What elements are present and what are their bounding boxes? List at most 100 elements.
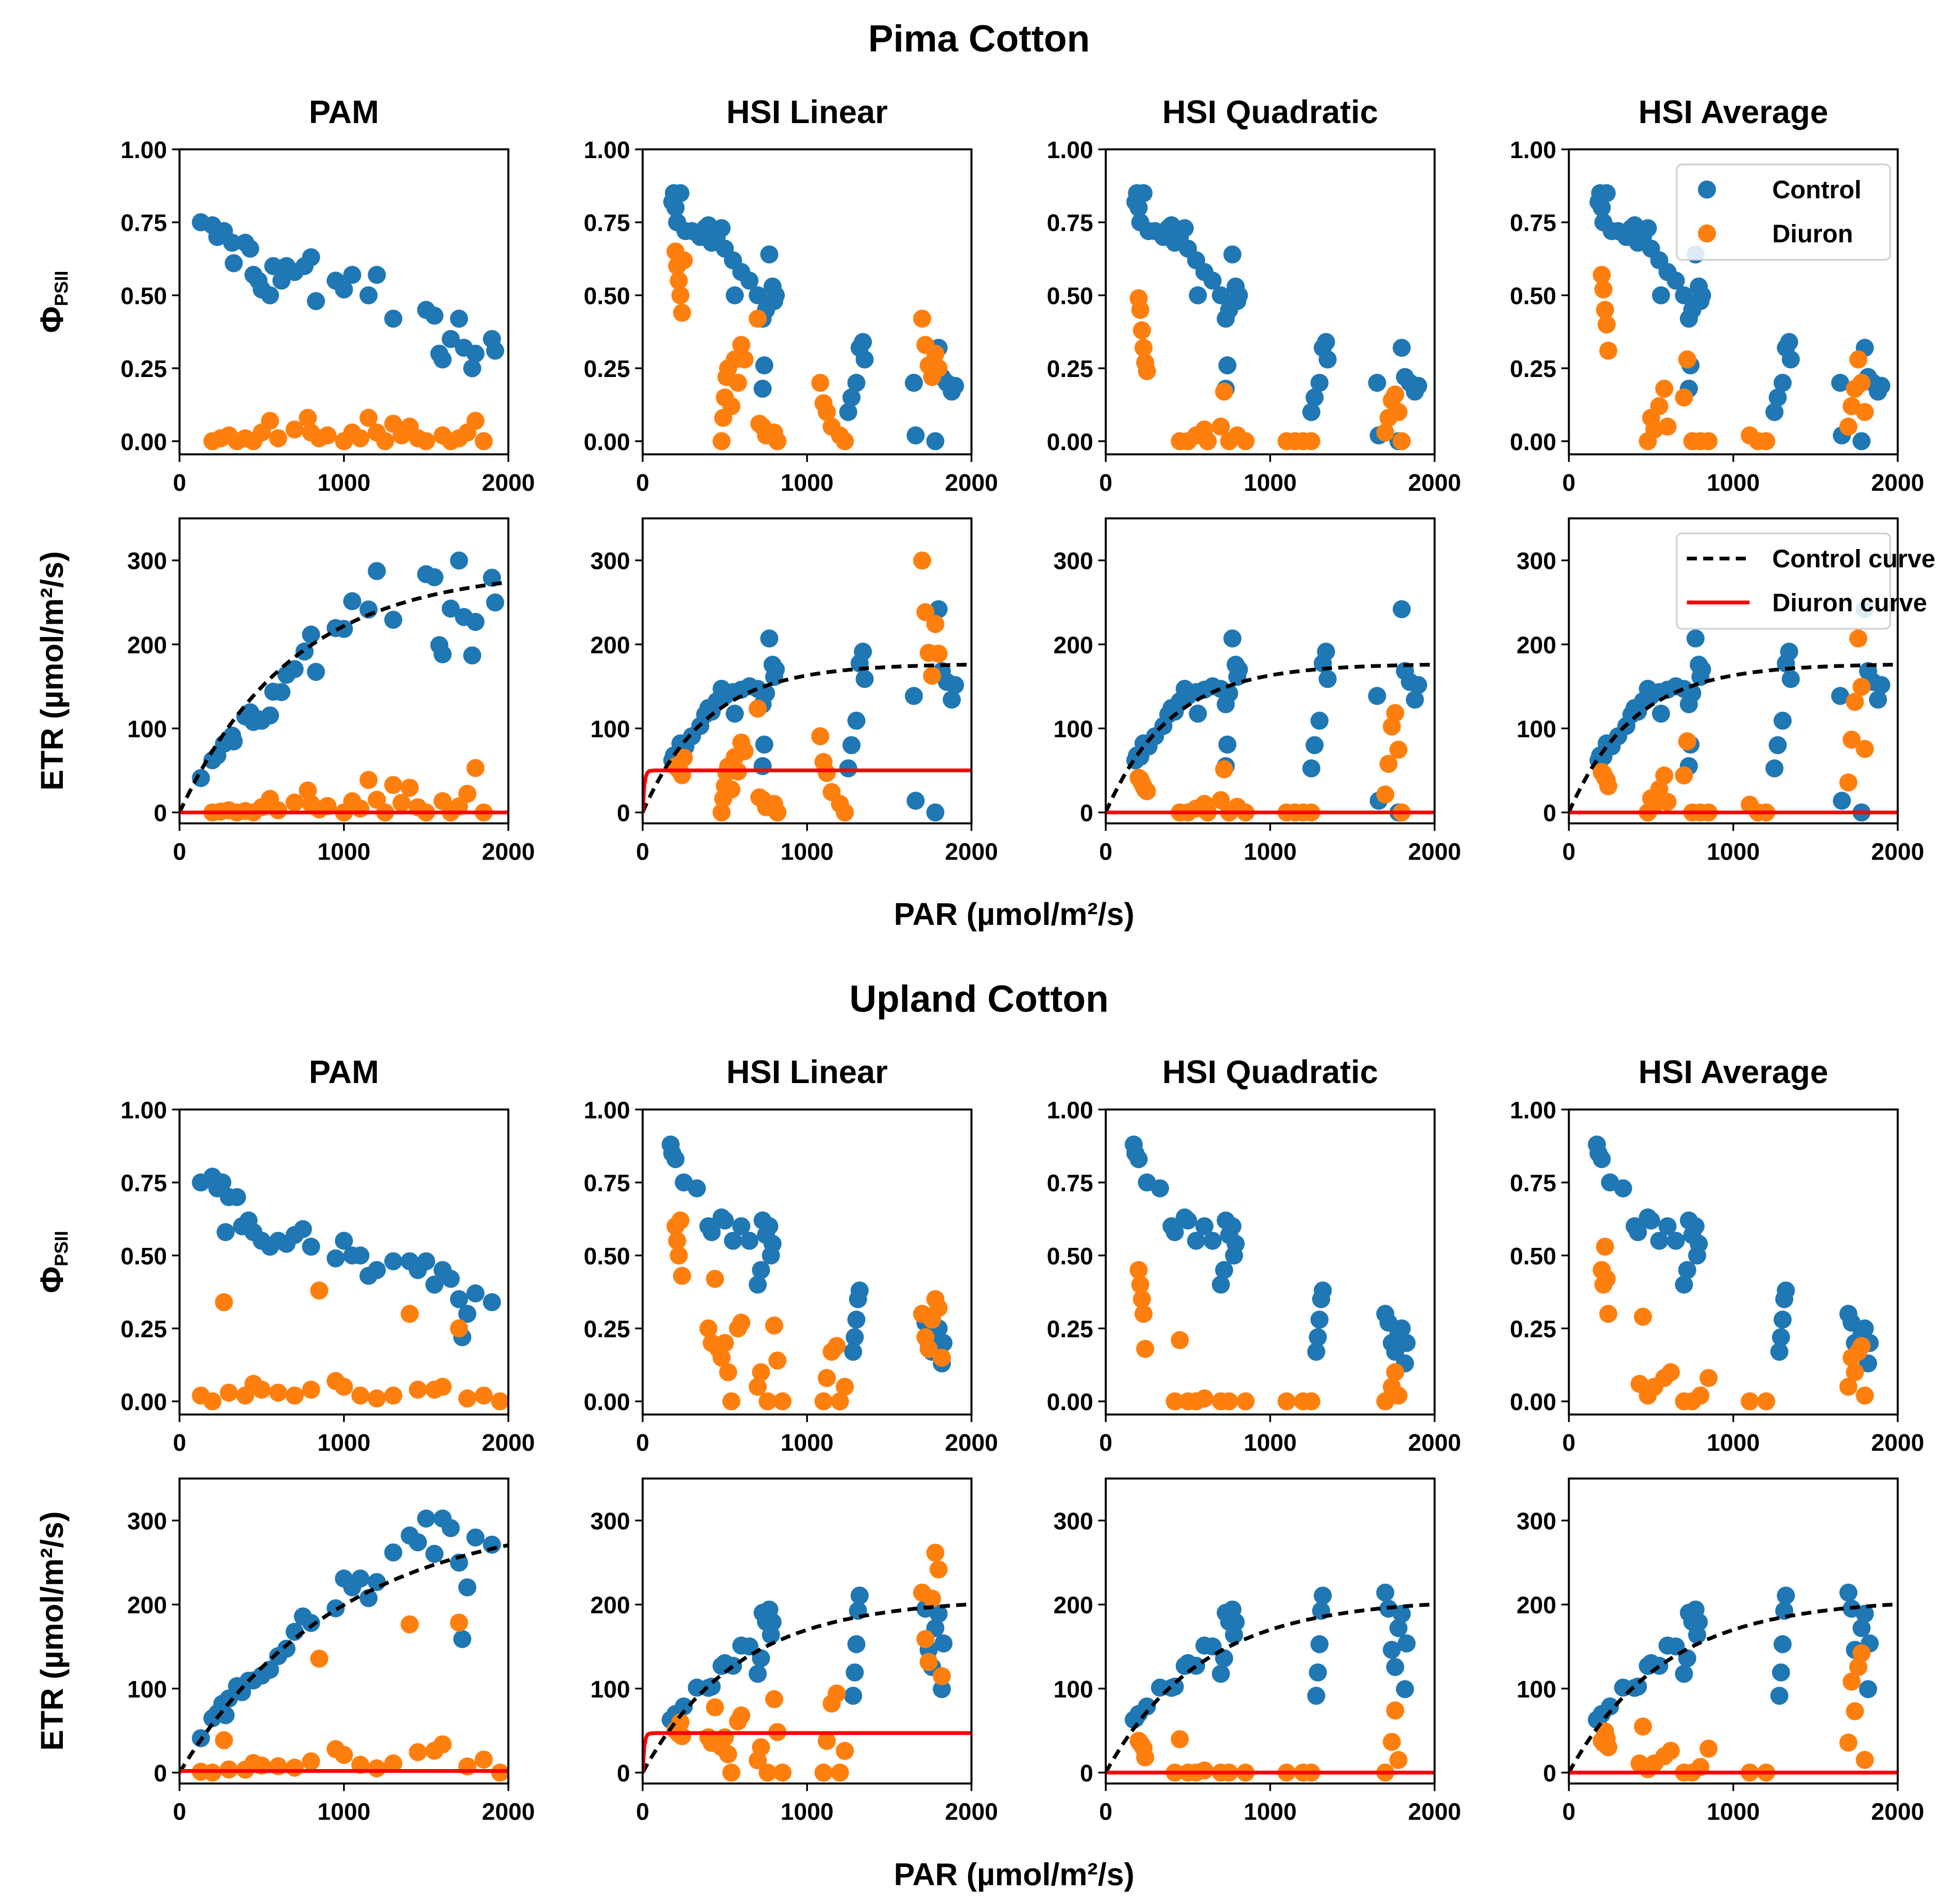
x-tick-label: 1000: [1707, 1798, 1760, 1825]
diuron-point: [831, 1392, 849, 1411]
x-tick-label: 2000: [482, 1798, 535, 1825]
diuron-point: [1236, 1392, 1255, 1411]
diuron-point: [715, 1334, 734, 1352]
x-tick-label: 1000: [1707, 469, 1760, 496]
y-tick-label: 300: [590, 547, 630, 574]
control-point: [1189, 286, 1207, 304]
y-tick-label: 1.00: [1047, 136, 1093, 163]
diuron-point: [1389, 741, 1408, 759]
legend-marker-control: [1697, 180, 1716, 199]
control-point: [1212, 1275, 1230, 1294]
control-point: [740, 271, 759, 290]
diuron-point: [1215, 760, 1233, 779]
control-point: [1690, 1613, 1708, 1632]
legend-label: Diuron: [1772, 220, 1853, 248]
diuron-point: [817, 1731, 836, 1750]
y-tick-label: 1.00: [1047, 1096, 1093, 1123]
y-tick-label: 0.00: [1510, 428, 1556, 455]
control-point: [946, 676, 964, 694]
diuron-point: [1661, 1363, 1680, 1381]
control-point: [441, 330, 460, 348]
diuron-point: [1856, 740, 1874, 758]
control-point: [929, 1605, 948, 1623]
control-point: [225, 254, 243, 272]
diuron-point: [835, 1378, 854, 1396]
diuron-point: [1132, 1290, 1151, 1309]
diuron-point: [929, 1299, 948, 1317]
diuron-point: [1675, 766, 1693, 785]
control-point: [272, 683, 291, 701]
y-axis-label-sub: PSII: [51, 271, 72, 306]
diuron-point: [933, 1348, 951, 1367]
control-point: [1683, 684, 1702, 702]
section-title: Pima Cotton: [868, 18, 1090, 60]
diuron-point: [1852, 678, 1871, 696]
diuron-point: [215, 1731, 233, 1749]
control-point: [1765, 759, 1784, 778]
diuron-point: [401, 778, 419, 797]
control-point: [1781, 670, 1800, 688]
control-point: [1772, 1328, 1790, 1346]
control-point: [1650, 1231, 1669, 1250]
control-point: [1393, 1605, 1411, 1623]
control-point: [1777, 1281, 1795, 1300]
diuron-point: [719, 1745, 737, 1763]
y-tick-label: 100: [127, 1676, 167, 1703]
diuron-point: [1661, 1741, 1680, 1760]
control-point: [1773, 711, 1792, 730]
y-tick-label: 300: [127, 547, 167, 574]
control-point: [1306, 388, 1324, 407]
control-point: [483, 1293, 501, 1311]
control-point: [1409, 376, 1428, 395]
control-point: [1393, 600, 1411, 619]
diuron-point: [1658, 793, 1677, 811]
control-point: [1678, 1649, 1696, 1668]
control-point: [441, 599, 460, 618]
control-point: [241, 239, 260, 258]
control-point: [752, 1649, 770, 1668]
diuron-point: [1386, 704, 1404, 723]
control-point: [1397, 1634, 1416, 1653]
diuron-point: [1215, 382, 1233, 401]
y-tick-label: 0.50: [121, 282, 167, 309]
diuron-point: [1129, 1261, 1148, 1279]
control-point: [1307, 1687, 1326, 1705]
control-point: [1768, 736, 1787, 754]
control-point: [417, 1510, 436, 1528]
diuron-point: [811, 373, 830, 392]
y-tick-label: 1.00: [1510, 136, 1556, 163]
y-tick-label: 0.25: [1047, 1315, 1093, 1342]
control-curve: [1569, 1602, 1898, 1774]
diuron-point: [1212, 417, 1230, 436]
diuron-point: [474, 1386, 493, 1405]
control-point: [1405, 690, 1424, 709]
x-tick-label: 1000: [781, 838, 834, 865]
diuron-point: [302, 1380, 320, 1399]
x-tick-label: 0: [636, 838, 649, 865]
diuron-point: [1386, 385, 1404, 404]
control-point: [760, 1217, 779, 1236]
control-point: [760, 629, 779, 648]
control-point: [755, 735, 774, 754]
phi-subplot: 0 1000 2000 0.00 0.25 0.50 0.75 1.00: [1047, 1096, 1461, 1456]
control-point: [463, 646, 482, 665]
control-point: [359, 1589, 378, 1607]
control-point: [1389, 1619, 1408, 1637]
axes-frame: [1105, 1108, 1436, 1416]
y-tick-label: 0.75: [1047, 210, 1093, 236]
diuron-point: [729, 373, 747, 392]
control-point: [384, 1543, 403, 1562]
diuron-point: [759, 1392, 777, 1411]
diuron-point: [474, 432, 493, 451]
diuron-point: [285, 793, 304, 812]
diuron-point: [699, 1319, 718, 1337]
column-title: PAM: [309, 94, 379, 130]
x-tick-label: 1000: [1244, 838, 1297, 865]
diuron-point: [1382, 1733, 1401, 1751]
diuron-point: [285, 1758, 304, 1777]
diuron-point: [1599, 1738, 1618, 1757]
control-point: [450, 1553, 468, 1572]
diuron-point: [668, 1231, 686, 1250]
x-tick-label: 2000: [1408, 838, 1461, 865]
y-tick-label: 100: [1517, 1676, 1556, 1703]
